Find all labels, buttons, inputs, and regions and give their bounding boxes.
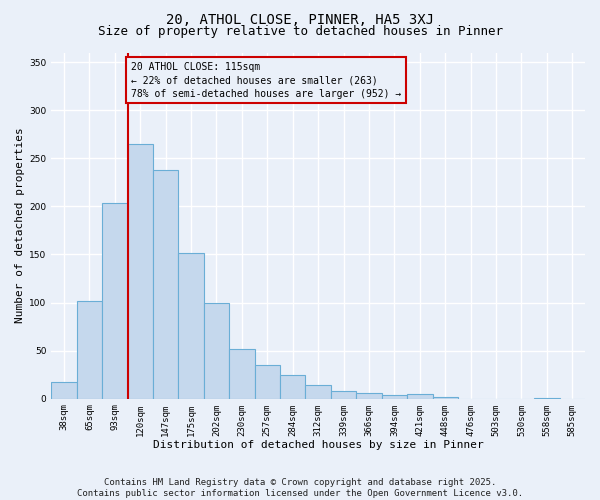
- Bar: [153, 170, 178, 398]
- Bar: [178, 252, 204, 398]
- Bar: [382, 395, 407, 398]
- Bar: [280, 374, 305, 398]
- Text: Size of property relative to detached houses in Pinner: Size of property relative to detached ho…: [97, 25, 503, 38]
- Bar: [51, 382, 77, 398]
- Bar: [407, 394, 433, 398]
- Bar: [356, 393, 382, 398]
- Bar: [229, 348, 254, 399]
- Text: 20, ATHOL CLOSE, PINNER, HA5 3XJ: 20, ATHOL CLOSE, PINNER, HA5 3XJ: [166, 12, 434, 26]
- Bar: [254, 365, 280, 398]
- Bar: [433, 397, 458, 398]
- Bar: [128, 144, 153, 399]
- Bar: [305, 386, 331, 398]
- Text: 20 ATHOL CLOSE: 115sqm
← 22% of detached houses are smaller (263)
78% of semi-de: 20 ATHOL CLOSE: 115sqm ← 22% of detached…: [131, 62, 401, 98]
- Bar: [331, 391, 356, 398]
- Y-axis label: Number of detached properties: Number of detached properties: [15, 128, 25, 324]
- X-axis label: Distribution of detached houses by size in Pinner: Distribution of detached houses by size …: [153, 440, 484, 450]
- Bar: [204, 302, 229, 398]
- Bar: [102, 204, 128, 398]
- Text: Contains HM Land Registry data © Crown copyright and database right 2025.
Contai: Contains HM Land Registry data © Crown c…: [77, 478, 523, 498]
- Bar: [77, 300, 102, 398]
